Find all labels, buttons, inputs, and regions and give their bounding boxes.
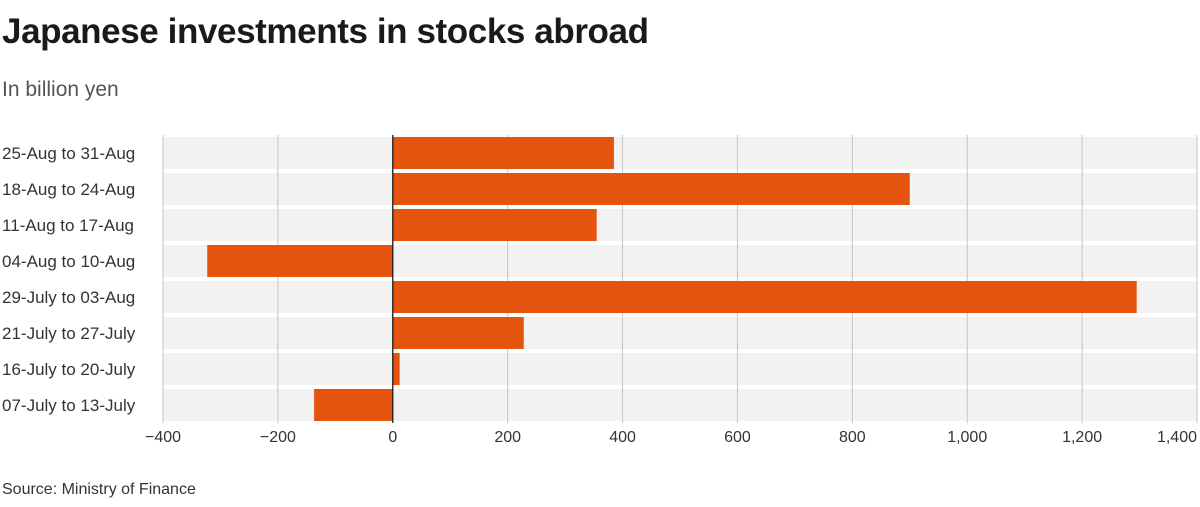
- chart-subtitle: In billion yen: [2, 78, 119, 101]
- x-tick-label: 1,000: [947, 429, 987, 446]
- row-band: [163, 317, 1197, 349]
- row-band: [163, 137, 1197, 169]
- x-tick-label: −400: [145, 429, 181, 446]
- category-label: 25-Aug to 31-Aug: [2, 144, 135, 163]
- x-tick-label: 600: [724, 429, 751, 446]
- category-label: 07-July to 13-July: [2, 396, 136, 415]
- bar: [392, 317, 524, 349]
- x-tick-label: 1,400: [1157, 429, 1197, 446]
- x-tick-label: 1,200: [1062, 429, 1102, 446]
- bar: [207, 245, 393, 277]
- bar: [392, 173, 910, 205]
- category-label: 29-July to 03-Aug: [2, 288, 135, 307]
- bar: [392, 281, 1137, 313]
- category-label: 11-Aug to 17-Aug: [2, 216, 134, 235]
- category-label: 04-Aug to 10-Aug: [2, 252, 135, 271]
- bar: [392, 353, 400, 385]
- source-note: Source: Ministry of Finance: [2, 481, 196, 498]
- x-tick-label: 400: [609, 429, 636, 446]
- row-band: [163, 353, 1197, 385]
- bar: [392, 137, 614, 169]
- bar: [392, 209, 597, 241]
- x-tick-label: 800: [839, 429, 866, 446]
- chart-title: Japanese investments in stocks abroad: [2, 12, 649, 51]
- category-label: 16-July to 20-July: [2, 360, 136, 379]
- x-tick-label: −200: [260, 429, 296, 446]
- bar-chart: −400 −200 0 200 400 600 800 1,000 1,200 1,400 25-A…: [2, 135, 1198, 446]
- x-tick-label: 200: [494, 429, 521, 446]
- bar: [314, 389, 393, 421]
- category-label: 21-July to 27-July: [2, 324, 136, 343]
- category-label: 18-Aug to 24-Aug: [2, 180, 135, 199]
- row-band: [163, 209, 1197, 241]
- x-tick-label: 0: [388, 429, 397, 446]
